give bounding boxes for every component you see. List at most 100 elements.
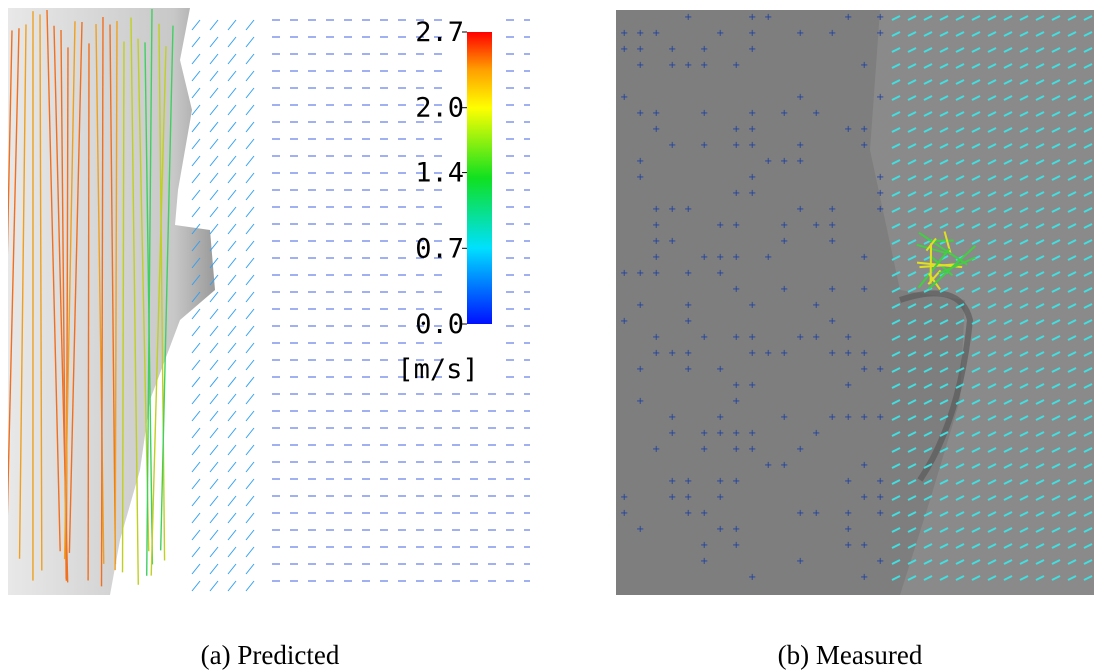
velocity-vector (1019, 15, 1029, 21)
velocity-vector (971, 319, 981, 325)
velocity-vector (907, 159, 917, 165)
velocity-vector: + (732, 220, 740, 231)
velocity-vector (923, 447, 933, 453)
velocity-vector (137, 38, 150, 552)
velocity-vector (939, 447, 949, 453)
velocity-vector: + (796, 156, 804, 167)
velocity-vector: + (780, 156, 788, 167)
velocity-vector: + (876, 172, 884, 183)
velocity-vector (191, 240, 201, 252)
velocity-vector (209, 563, 219, 575)
velocity-vector (158, 23, 166, 561)
velocity-vector (245, 291, 255, 303)
velocity-vector (891, 335, 901, 341)
velocity-vector (1019, 175, 1029, 181)
velocity-vector: + (796, 140, 804, 151)
velocity-vector (1083, 63, 1093, 69)
velocity-vector (1083, 319, 1093, 325)
velocity-vector (1083, 15, 1093, 21)
velocity-vector (971, 95, 981, 101)
velocity-vector (923, 335, 933, 341)
velocity-vector: + (620, 28, 628, 39)
velocity-vector (245, 495, 255, 507)
velocity-vector (1067, 431, 1077, 437)
velocity-vector: + (828, 236, 836, 247)
velocity-vector (891, 383, 901, 389)
velocity-vector (1003, 287, 1013, 293)
velocity-vector (245, 580, 255, 592)
velocity-vector (1019, 543, 1029, 549)
velocity-vector (923, 383, 933, 389)
velocity-vector: + (844, 124, 852, 135)
velocity-vector (1083, 127, 1093, 133)
velocity-vector (209, 546, 219, 558)
velocity-vector (245, 427, 255, 439)
velocity-vector (1003, 463, 1013, 469)
velocity-vector: + (732, 188, 740, 199)
velocity-vector (227, 376, 237, 388)
velocity-vector: + (748, 300, 756, 311)
velocity-vector (1083, 31, 1093, 37)
velocity-vector (191, 87, 201, 99)
velocity-vector: + (620, 492, 628, 503)
velocity-vector (114, 20, 118, 571)
velocity-vector: + (700, 556, 708, 567)
velocity-vector: + (652, 332, 660, 343)
velocity-vector (939, 15, 949, 21)
velocity-vector (1083, 47, 1093, 53)
velocity-vector (227, 308, 237, 320)
velocity-vector (923, 47, 933, 53)
velocity-vector (1003, 527, 1013, 533)
velocity-vector (209, 53, 219, 65)
velocity-vector (1003, 191, 1013, 197)
velocity-vector: + (748, 572, 756, 583)
velocity-vector (891, 95, 901, 101)
velocity-vector (209, 410, 219, 422)
velocity-vector (923, 415, 933, 421)
velocity-vector (907, 31, 917, 37)
velocity-vector (891, 575, 901, 581)
velocity-vector (971, 303, 981, 309)
velocity-vector (987, 447, 997, 453)
velocity-vector (1019, 415, 1029, 421)
velocity-vector (109, 24, 117, 565)
velocity-vector: + (716, 492, 724, 503)
velocity-vector (939, 143, 949, 149)
velocity-vector (191, 104, 201, 116)
velocity-vector (1035, 303, 1045, 309)
velocity-vector (987, 79, 997, 85)
velocity-vector (923, 527, 933, 533)
velocity-vector: + (732, 476, 740, 487)
velocity-vector (891, 367, 901, 373)
velocity-vector (971, 415, 981, 421)
velocity-vector (1067, 191, 1077, 197)
velocity-vector (907, 495, 917, 501)
velocity-vector (65, 47, 69, 581)
velocity-vector (955, 175, 965, 181)
velocity-vector: + (860, 284, 868, 295)
velocity-vector (971, 447, 981, 453)
velocity-vector (1067, 511, 1077, 517)
velocity-vector (1003, 271, 1013, 277)
velocity-vector: + (716, 476, 724, 487)
velocity-vector (955, 287, 965, 293)
velocity-vector (1003, 543, 1013, 549)
velocity-vector (971, 287, 981, 293)
velocity-vector (227, 325, 237, 337)
velocity-vector (1035, 511, 1045, 517)
velocity-vector: + (796, 508, 804, 519)
velocity-vector (245, 274, 255, 286)
velocity-vector: + (636, 156, 644, 167)
velocity-vector: + (796, 556, 804, 567)
velocity-vector (191, 325, 201, 337)
velocity-vector (191, 53, 201, 65)
velocity-vector (923, 223, 933, 229)
velocity-vector (955, 223, 965, 229)
velocity-vector: + (812, 508, 820, 519)
velocity-vector (1035, 479, 1045, 485)
velocity-vector (923, 207, 933, 213)
velocity-vector (1003, 239, 1013, 245)
velocity-vector (907, 63, 917, 69)
velocity-vector (150, 46, 167, 576)
velocity-vector (1003, 479, 1013, 485)
